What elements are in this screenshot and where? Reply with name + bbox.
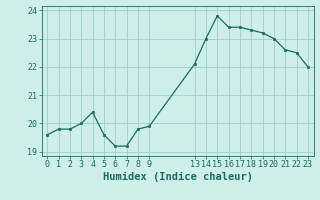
X-axis label: Humidex (Indice chaleur): Humidex (Indice chaleur) — [103, 172, 252, 182]
